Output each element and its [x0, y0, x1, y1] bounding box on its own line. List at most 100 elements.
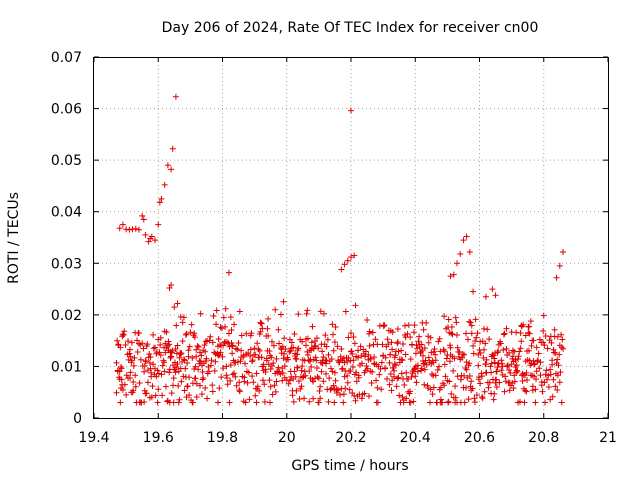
data-point	[332, 323, 339, 330]
data-point	[350, 333, 357, 340]
data-point	[495, 348, 502, 355]
data-point	[555, 362, 562, 369]
data-point	[472, 399, 479, 406]
data-point	[193, 353, 200, 360]
data-point	[289, 392, 296, 399]
data-point	[225, 330, 232, 337]
data-point	[414, 362, 421, 369]
data-point	[157, 352, 164, 359]
data-point	[449, 331, 456, 338]
data-point	[254, 340, 261, 347]
data-point	[463, 359, 470, 366]
data-point	[371, 360, 378, 367]
data-point	[247, 346, 254, 353]
data-point	[329, 368, 336, 375]
data-point	[502, 373, 509, 380]
data-point	[470, 288, 477, 295]
data-point	[134, 348, 141, 355]
data-point	[257, 328, 264, 335]
data-point	[547, 396, 554, 403]
x-tick-label: 20	[278, 430, 296, 446]
data-point	[421, 381, 428, 388]
data-point	[174, 300, 181, 307]
data-point	[407, 356, 414, 363]
data-point	[268, 338, 275, 345]
data-point	[308, 363, 315, 370]
data-point	[165, 338, 172, 345]
data-point	[322, 357, 329, 364]
data-point	[119, 331, 126, 338]
data-point	[525, 329, 532, 336]
data-point	[355, 354, 362, 361]
data-point	[351, 392, 358, 399]
data-point	[243, 330, 250, 337]
data-point	[186, 392, 193, 399]
data-point	[132, 372, 139, 379]
data-point	[488, 360, 495, 367]
data-point	[373, 377, 380, 384]
data-point	[265, 332, 272, 339]
data-point	[232, 345, 239, 352]
data-point	[259, 377, 266, 384]
data-point	[545, 384, 552, 391]
data-point	[446, 342, 453, 349]
data-point	[229, 343, 236, 350]
data-point	[466, 373, 473, 380]
data-point	[523, 369, 530, 376]
data-point	[353, 378, 360, 385]
data-point	[312, 354, 319, 361]
data-point	[279, 370, 286, 377]
data-point	[331, 369, 338, 376]
data-point	[277, 371, 284, 378]
data-point	[447, 273, 454, 280]
chart-title: Day 206 of 2024, Rate Of TEC Index for r…	[162, 20, 539, 36]
data-point	[231, 370, 238, 377]
data-point	[515, 356, 522, 363]
data-point	[207, 362, 214, 369]
data-point	[207, 333, 214, 340]
data-point	[533, 344, 540, 351]
data-point	[153, 373, 160, 380]
data-point	[448, 390, 455, 397]
data-point	[470, 350, 477, 357]
data-point	[152, 392, 159, 399]
data-point	[202, 338, 209, 345]
data-point	[184, 359, 191, 366]
data-point	[525, 347, 532, 354]
data-point	[480, 354, 487, 361]
data-point	[313, 357, 320, 364]
data-point	[519, 370, 526, 377]
data-point	[215, 399, 222, 406]
data-point	[261, 398, 268, 405]
data-point	[384, 336, 391, 343]
data-point	[226, 399, 233, 406]
data-point	[478, 370, 485, 377]
data-point	[331, 339, 338, 346]
data-point	[371, 354, 378, 361]
data-point	[310, 378, 317, 385]
data-point	[511, 348, 518, 355]
data-point	[282, 345, 289, 352]
data-point	[519, 377, 526, 384]
data-point	[491, 350, 498, 357]
data-point	[175, 382, 182, 389]
data-point	[358, 360, 365, 367]
data-point	[385, 341, 392, 348]
data-point	[560, 345, 567, 352]
data-point	[432, 372, 439, 379]
data-point	[486, 336, 493, 343]
data-point	[141, 399, 148, 406]
data-point	[538, 382, 545, 389]
data-point	[215, 335, 222, 342]
data-point	[322, 360, 329, 367]
data-point	[545, 372, 552, 379]
data-point	[477, 380, 484, 387]
data-point	[141, 368, 148, 375]
data-point	[344, 358, 351, 365]
data-point	[540, 312, 547, 319]
data-point	[461, 372, 468, 379]
data-point	[268, 362, 275, 369]
data-point	[363, 363, 370, 370]
data-point	[261, 381, 268, 388]
data-point	[344, 372, 351, 379]
